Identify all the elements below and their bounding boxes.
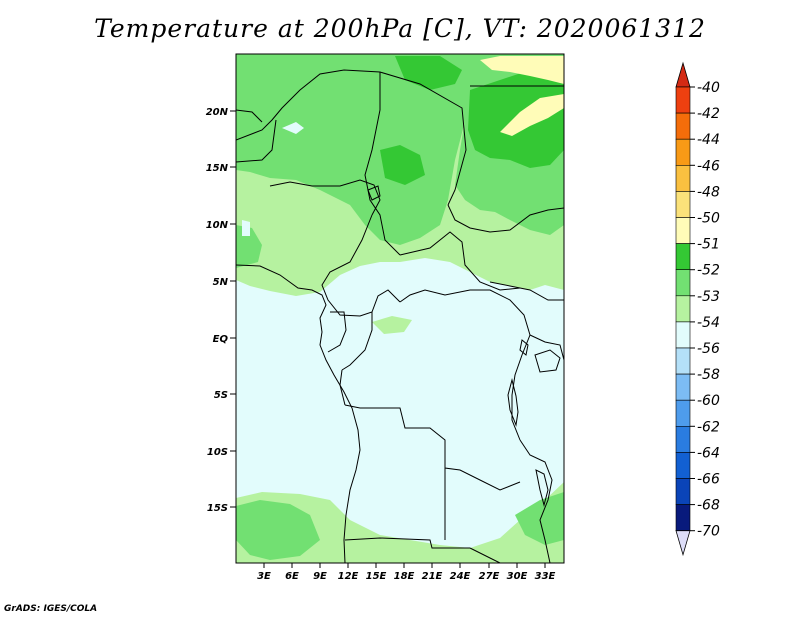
field-region-center-patch bbox=[372, 316, 412, 334]
coastline-west-africa bbox=[236, 264, 361, 563]
lon-label-33e: 33E bbox=[535, 571, 556, 582]
colorbar-swatch bbox=[675, 504, 691, 532]
colorbar-label: -68 bbox=[697, 498, 720, 514]
border-east-2 bbox=[529, 334, 564, 361]
lon-label-12e: 12E bbox=[338, 571, 359, 582]
colorbar-label: -52 bbox=[697, 263, 720, 279]
colorbar-swatch bbox=[675, 217, 691, 244]
lon-label-9e: 9E bbox=[313, 571, 327, 582]
colorbar-label: -51 bbox=[697, 237, 720, 253]
colorbar-arrow-top bbox=[675, 61, 691, 88]
lon-label-27e: 27E bbox=[479, 571, 500, 582]
colorbar-swatch bbox=[675, 425, 691, 453]
lake-chad bbox=[367, 185, 381, 201]
field-spot-2 bbox=[242, 220, 250, 236]
lat-label-eq: EQ bbox=[213, 334, 229, 345]
colorbar-label: -54 bbox=[697, 315, 720, 331]
longitude-axis bbox=[263, 563, 546, 568]
border-angola-drc bbox=[339, 369, 346, 406]
colorbar: -40 -42 -44 -46 -48 -50 -51 -52 -53 -54 -56 -58 -60 -… bbox=[675, 61, 720, 557]
lake-tanganyika bbox=[507, 378, 519, 427]
latitude-axis bbox=[230, 110, 236, 508]
colorbar-label: -56 bbox=[697, 341, 720, 357]
border-sudan bbox=[447, 204, 564, 233]
lake-kivu bbox=[519, 339, 529, 356]
lat-label-15s: 15S bbox=[207, 503, 228, 514]
lake-victoria bbox=[534, 349, 561, 373]
lon-label-18e: 18E bbox=[394, 571, 415, 582]
colorbar-label: -50 bbox=[697, 211, 720, 227]
lat-label-10n: 10N bbox=[206, 220, 229, 231]
border-east-3 bbox=[469, 547, 501, 563]
field-region-southwest bbox=[236, 500, 320, 560]
field-region-yellow-2 bbox=[480, 56, 564, 84]
credit-label: GrADS: IGES/COLA bbox=[4, 604, 98, 614]
border-angola bbox=[344, 537, 470, 549]
border-chad bbox=[364, 72, 401, 256]
lat-label-5n: 5N bbox=[213, 277, 229, 288]
border-congo bbox=[341, 312, 373, 371]
colorbar-swatch bbox=[675, 112, 691, 140]
field-region-south bbox=[236, 482, 564, 563]
field-region-yellow-1 bbox=[500, 94, 564, 136]
colorbar-label: -62 bbox=[697, 419, 720, 435]
lon-label-21e: 21E bbox=[422, 571, 443, 582]
temperature-field bbox=[236, 54, 564, 563]
colorbar-swatch bbox=[675, 269, 691, 297]
colorbar-label: -60 bbox=[697, 393, 720, 409]
colorbar-swatch bbox=[675, 399, 691, 427]
colorbar-label: -42 bbox=[697, 106, 720, 122]
border-niger-nigeria bbox=[269, 179, 381, 216]
colorbar-label: -48 bbox=[697, 184, 720, 200]
colorbar-swatch bbox=[675, 478, 691, 505]
border-east bbox=[519, 439, 553, 563]
lon-label-24e: 24E bbox=[450, 571, 471, 582]
borders bbox=[236, 69, 564, 563]
colorbar-swatch bbox=[675, 138, 691, 166]
colorbar-swatch bbox=[675, 191, 691, 218]
border-north-2 bbox=[236, 119, 277, 163]
colorbar-label: -40 bbox=[697, 80, 720, 96]
map-frame bbox=[235, 53, 565, 564]
lake-malawi bbox=[535, 469, 549, 507]
colorbar-swatch bbox=[675, 321, 691, 349]
border-drc-north bbox=[399, 289, 531, 441]
colorbar-swatch bbox=[675, 452, 691, 479]
colorbar-swatch bbox=[675, 373, 691, 401]
colorbar-label: -64 bbox=[697, 445, 720, 461]
lat-label-5s: 5S bbox=[214, 390, 228, 401]
colorbar-label: -44 bbox=[697, 132, 720, 148]
colorbar-swatch bbox=[675, 243, 691, 271]
lon-label-15e: 15E bbox=[366, 571, 387, 582]
border-south-sudan bbox=[489, 281, 564, 301]
lon-label-6e: 6E bbox=[285, 571, 299, 582]
colorbar-arrow-bottom bbox=[675, 530, 691, 557]
field-region-southeast bbox=[515, 492, 564, 545]
field-region-north-center bbox=[236, 54, 470, 245]
border-north-left bbox=[236, 109, 263, 123]
map-title: Temperature at 200hPa [C], VT: 202006131… bbox=[94, 14, 706, 43]
colorbar-label: -70 bbox=[697, 524, 720, 540]
border-cameroon bbox=[321, 214, 401, 317]
colorbar-label: -53 bbox=[697, 289, 720, 305]
lon-label-3e: 3E bbox=[257, 571, 271, 582]
field-spot-1 bbox=[282, 122, 304, 134]
field-region-darkgreen-3 bbox=[380, 145, 425, 185]
border-car bbox=[399, 231, 521, 291]
colorbar-label: -66 bbox=[697, 472, 720, 488]
border-gabon bbox=[327, 311, 347, 353]
colorbar-swatch bbox=[675, 347, 691, 375]
lat-label-20n: 20N bbox=[206, 107, 229, 118]
lat-label-15n: 15N bbox=[206, 163, 229, 174]
colorbar-label: -46 bbox=[697, 158, 720, 174]
lat-label-10s: 10S bbox=[207, 447, 228, 458]
border-north bbox=[236, 69, 467, 206]
colorbar-label: -58 bbox=[697, 367, 720, 383]
lon-label-30e: 30E bbox=[507, 571, 528, 582]
border-drc-south bbox=[344, 404, 521, 491]
colorbar-swatch bbox=[675, 165, 691, 192]
colorbar-swatch bbox=[675, 86, 691, 114]
colorbar-swatch bbox=[675, 295, 691, 323]
